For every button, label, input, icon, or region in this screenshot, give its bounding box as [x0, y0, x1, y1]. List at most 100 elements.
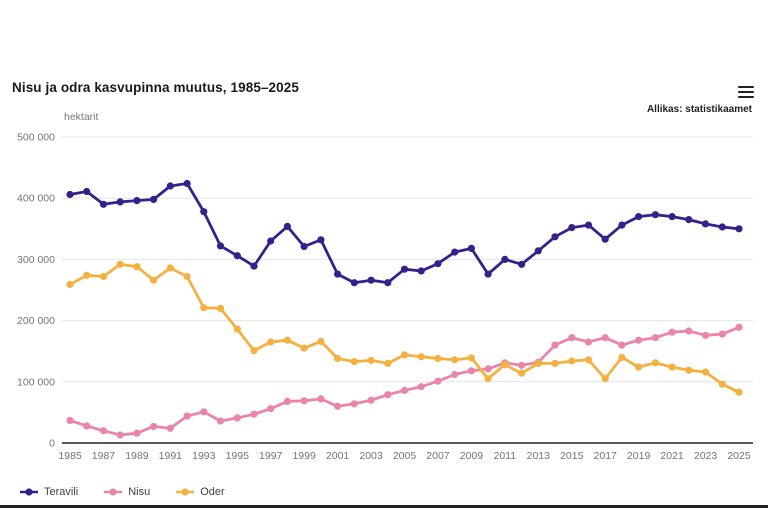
data-point-nisu[interactable] — [451, 370, 459, 379]
data-point-nisu[interactable] — [116, 431, 124, 439]
data-point-oder[interactable] — [150, 276, 158, 284]
data-point-teravili[interactable] — [200, 208, 208, 216]
data-point-teravili[interactable] — [568, 224, 576, 232]
data-point-nisu[interactable] — [400, 386, 409, 394]
data-point-teravili[interactable] — [99, 200, 108, 208]
data-point-oder[interactable] — [534, 359, 542, 367]
data-point-oder[interactable] — [216, 304, 225, 312]
data-point-teravili[interactable] — [367, 276, 375, 284]
data-point-nisu[interactable] — [300, 397, 308, 405]
data-point-teravili[interactable] — [317, 236, 325, 244]
data-point-teravili[interactable] — [400, 265, 409, 273]
data-point-oder[interactable] — [668, 363, 676, 371]
legend-item-oder[interactable]: Oder — [176, 486, 225, 498]
data-point-oder[interactable] — [200, 304, 208, 312]
data-point-teravili[interactable] — [216, 242, 225, 250]
data-point-teravili[interactable] — [434, 260, 442, 268]
data-point-nisu[interactable] — [685, 327, 693, 335]
data-point-oder[interactable] — [501, 361, 509, 369]
data-point-teravili[interactable] — [83, 187, 91, 196]
data-point-nisu[interactable] — [99, 427, 108, 435]
data-point-oder[interactable] — [451, 356, 459, 364]
data-point-teravili[interactable] — [283, 222, 291, 230]
data-point-teravili[interactable] — [484, 270, 492, 278]
data-point-nisu[interactable] — [166, 424, 174, 432]
data-point-teravili[interactable] — [116, 198, 124, 206]
data-point-teravili[interactable] — [66, 190, 74, 199]
data-point-oder[interactable] — [568, 357, 576, 365]
data-point-teravili[interactable] — [183, 179, 191, 188]
data-point-nisu[interactable] — [267, 405, 275, 413]
data-point-teravili[interactable] — [384, 279, 392, 287]
data-point-nisu[interactable] — [150, 422, 158, 431]
legend-item-teravili[interactable]: Teravili — [20, 486, 78, 498]
data-point-teravili[interactable] — [334, 270, 342, 278]
data-point-oder[interactable] — [283, 336, 291, 344]
data-point-nisu[interactable] — [584, 338, 593, 346]
data-point-nisu[interactable] — [651, 334, 660, 342]
data-point-nisu[interactable] — [133, 429, 141, 437]
data-point-teravili[interactable] — [701, 220, 710, 228]
data-point-nisu[interactable] — [384, 391, 392, 399]
data-point-nisu[interactable] — [518, 361, 526, 369]
data-point-oder[interactable] — [651, 359, 660, 367]
data-point-nisu[interactable] — [568, 334, 576, 342]
data-point-teravili[interactable] — [601, 235, 609, 243]
data-point-oder[interactable] — [166, 264, 174, 272]
data-point-teravili[interactable] — [166, 182, 174, 190]
data-point-oder[interactable] — [267, 338, 275, 346]
data-point-nisu[interactable] — [283, 397, 291, 405]
data-point-nisu[interactable] — [484, 365, 492, 373]
data-point-oder[interactable] — [350, 358, 358, 366]
data-point-oder[interactable] — [434, 354, 442, 363]
data-point-oder[interactable] — [735, 388, 743, 396]
data-point-nisu[interactable] — [718, 330, 726, 338]
data-point-teravili[interactable] — [518, 260, 526, 268]
data-point-teravili[interactable] — [250, 262, 258, 270]
data-point-oder[interactable] — [183, 272, 191, 281]
data-point-teravili[interactable] — [551, 233, 559, 241]
data-point-oder[interactable] — [484, 375, 492, 383]
data-point-oder[interactable] — [467, 354, 475, 362]
data-point-teravili[interactable] — [618, 221, 626, 229]
data-point-teravili[interactable] — [467, 244, 475, 252]
data-point-oder[interactable] — [99, 272, 108, 281]
data-point-oder[interactable] — [551, 359, 559, 367]
data-point-nisu[interactable] — [701, 331, 710, 339]
data-point-oder[interactable] — [635, 363, 643, 371]
data-point-oder[interactable] — [133, 263, 141, 271]
data-point-nisu[interactable] — [417, 383, 425, 391]
data-point-teravili[interactable] — [417, 267, 425, 275]
data-point-oder[interactable] — [367, 356, 375, 364]
data-point-nisu[interactable] — [250, 410, 258, 418]
data-point-oder[interactable] — [116, 260, 124, 268]
data-point-oder[interactable] — [233, 325, 241, 333]
data-point-nisu[interactable] — [735, 323, 743, 331]
data-point-oder[interactable] — [701, 368, 710, 376]
data-point-teravili[interactable] — [133, 197, 141, 205]
hamburger-menu-icon[interactable] — [738, 86, 754, 98]
data-point-nisu[interactable] — [350, 400, 358, 408]
data-point-nisu[interactable] — [200, 408, 208, 416]
data-point-oder[interactable] — [518, 369, 526, 377]
data-point-nisu[interactable] — [66, 416, 74, 424]
data-point-oder[interactable] — [317, 337, 325, 345]
data-point-teravili[interactable] — [668, 213, 676, 221]
data-point-teravili[interactable] — [635, 213, 643, 221]
data-point-oder[interactable] — [334, 354, 342, 363]
data-point-nisu[interactable] — [216, 417, 225, 425]
data-point-nisu[interactable] — [668, 328, 676, 336]
data-point-nisu[interactable] — [601, 334, 609, 342]
data-point-nisu[interactable] — [618, 341, 626, 349]
data-point-nisu[interactable] — [334, 402, 342, 410]
data-point-oder[interactable] — [718, 380, 726, 388]
data-point-oder[interactable] — [384, 359, 392, 367]
legend-item-nisu[interactable]: Nisu — [104, 486, 150, 498]
data-point-teravili[interactable] — [718, 223, 726, 231]
data-point-nisu[interactable] — [467, 367, 475, 375]
data-point-nisu[interactable] — [317, 395, 325, 403]
data-point-nisu[interactable] — [635, 336, 643, 344]
data-point-teravili[interactable] — [451, 248, 459, 256]
data-point-teravili[interactable] — [350, 279, 358, 287]
